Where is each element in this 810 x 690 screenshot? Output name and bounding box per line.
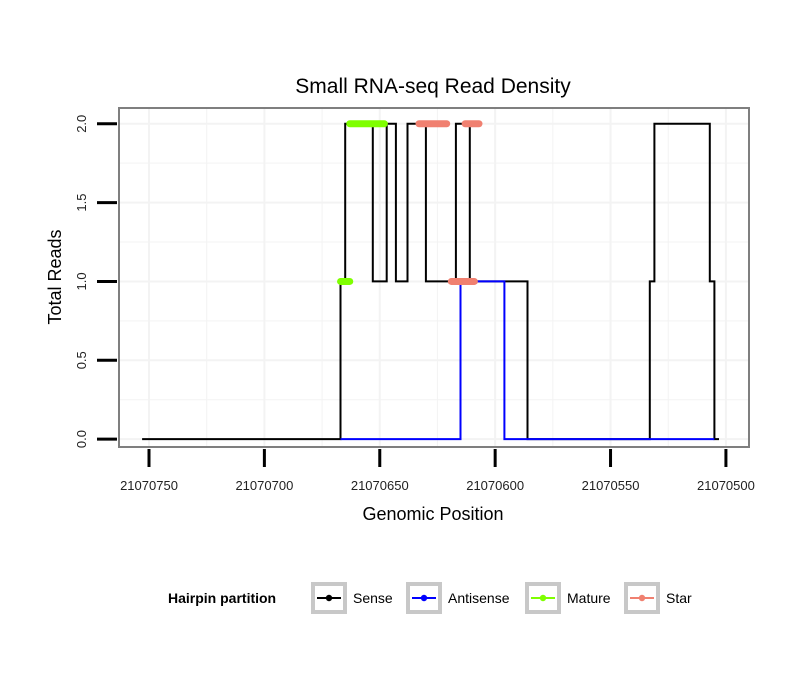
y-tick-label: 0.5 [74, 351, 89, 369]
y-tick-label: 0.0 [74, 430, 89, 448]
x-tick-label: 21070700 [235, 478, 293, 493]
x-tick-label: 21070550 [582, 478, 640, 493]
antisense-series-line [340, 280, 715, 441]
legend-label: Sense [353, 590, 393, 606]
legend: Hairpin partition Sense Antisense Mature St… [168, 582, 692, 614]
legend-key-point [638, 594, 646, 602]
plot-border [118, 107, 750, 448]
x-tick-label: 21070600 [466, 478, 524, 493]
legend-label: Star [666, 590, 692, 606]
plot-panel [119, 108, 749, 447]
y-tick-label: 1.5 [74, 194, 89, 212]
y-axis: 0.0 0.5 1.0 1.5 2.0 [74, 115, 117, 448]
x-tick-label: 21070500 [697, 478, 755, 493]
x-axis: 21070750 21070700 21070650 21070600 21070550… [120, 449, 755, 493]
x-tick-label: 21070750 [120, 478, 178, 493]
y-tick-label: 1.0 [74, 272, 89, 290]
legend-label: Mature [567, 590, 611, 606]
y-axis-title: Total Reads [45, 229, 65, 324]
legend-key-point [325, 594, 333, 602]
y-tick-label: 2.0 [74, 115, 89, 133]
series-layer [142, 120, 719, 441]
legend-key-point [539, 594, 547, 602]
grid-lines [119, 108, 749, 447]
legend-key-point [420, 594, 428, 602]
legend-title: Hairpin partition [168, 590, 276, 606]
x-axis-title: Genomic Position [362, 504, 503, 524]
chart-title: Small RNA-seq Read Density [295, 75, 571, 98]
x-tick-label: 21070650 [351, 478, 409, 493]
legend-label: Antisense [448, 590, 510, 606]
